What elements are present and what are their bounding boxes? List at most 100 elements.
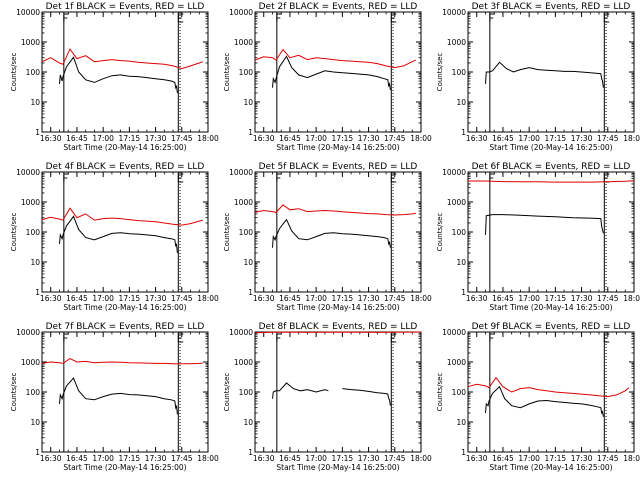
series-line-1 [41, 358, 203, 365]
marker-E [177, 333, 184, 342]
x-tick-label: 17:00 [92, 454, 114, 463]
x-tick-label: 17:15 [332, 294, 354, 303]
x-axis-label: Start Time (20-May-14 16:25:00) [63, 143, 186, 152]
x-tick-label: 17:30 [358, 134, 380, 143]
series-line-1 [254, 48, 417, 69]
y-tick-label: 100 [239, 228, 254, 237]
x-tick-label: 16:45 [66, 134, 88, 143]
x-tick-label: 16:45 [492, 134, 514, 143]
y-tick-label: 10000 [229, 328, 253, 337]
x-tick-label: 17:30 [145, 134, 167, 143]
x-axis-label: Start Time (20-May-14 16:25:00) [276, 463, 399, 472]
y-tick-label: 10 [456, 98, 466, 107]
y-tick-label: 1 [461, 288, 466, 297]
marker-F [276, 333, 282, 342]
plot-frame [254, 331, 422, 453]
y-tick-label: 1000 [234, 198, 253, 207]
x-tick-label: 17:30 [571, 134, 593, 143]
chart-title: Det 6f BLACK = Events, RED = LLD [472, 162, 631, 172]
series-line-3 [342, 388, 391, 406]
x-tick-label: 17:45 [597, 134, 619, 143]
plot-frame [41, 331, 209, 453]
series-line-2 [485, 385, 604, 417]
series-line-2 [272, 218, 391, 248]
chart-panel-9: Det 9f BLACK = Events, RED = LLD 1 10 100 10… [436, 322, 640, 472]
chart-title: Det 9f BLACK = Events, RED = LLD [472, 322, 631, 332]
chart-panel-8: Det 8f BLACK = Events, RED = LLD 1 10 100 10… [223, 322, 432, 472]
x-tick-label: 17:00 [305, 454, 327, 463]
y-tick-label: 10 [456, 258, 466, 267]
plot-frame [467, 11, 635, 133]
y-axis-label: Counts/sec [10, 373, 18, 412]
marker-E [177, 13, 184, 22]
x-tick-label: 16:45 [66, 454, 88, 463]
y-tick-label: 1 [461, 448, 466, 457]
y-tick-label: 10000 [442, 8, 466, 17]
x-tick-label: 18:00 [197, 454, 219, 463]
y-tick-label: 100 [452, 228, 467, 237]
x-tick-label: 17:45 [384, 454, 406, 463]
series-line-2 [272, 382, 329, 399]
marker-F [63, 333, 69, 342]
y-tick-label: 1000 [234, 38, 253, 47]
chart-title: Det 7f BLACK = Events, RED = LLD [46, 322, 205, 332]
chart-title: Det 5f BLACK = Events, RED = LLD [259, 162, 418, 172]
y-tick-label: 10000 [16, 168, 40, 177]
x-tick-label: 16:30 [466, 134, 488, 143]
x-tick-label: 17:30 [571, 294, 593, 303]
y-tick-label: 10 [243, 258, 253, 267]
chart-panel-2: Det 2f BLACK = Events, RED = LLD 1 10 100 10… [223, 2, 432, 152]
marker-E [177, 173, 184, 182]
series-line-2 [272, 55, 391, 91]
chart-panel-3: Det 3f BLACK = Events, RED = LLD 1 10 100 10… [436, 2, 640, 152]
chart-panel-5: Det 5f BLACK = Events, RED = LLD 1 10 100 10… [223, 162, 432, 312]
y-tick-label: 1 [248, 448, 253, 457]
y-tick-label: 1 [35, 128, 40, 137]
y-axis-label: Counts/sec [10, 53, 18, 92]
x-axis-label: Start Time (20-May-14 16:25:00) [63, 463, 186, 472]
y-tick-label: 1000 [447, 198, 466, 207]
marker-E [603, 173, 610, 182]
chart-title: Det 3f BLACK = Events, RED = LLD [472, 2, 631, 12]
x-axis-label: Start Time (20-May-14 16:25:00) [63, 303, 186, 312]
y-tick-label: 1 [35, 288, 40, 297]
marker-E [603, 13, 610, 22]
chart-title: Det 1f BLACK = Events, RED = LLD [46, 2, 205, 12]
plot-frame [41, 11, 209, 133]
x-tick-label: 17:15 [332, 454, 354, 463]
x-axis-label: Start Time (20-May-14 16:25:00) [489, 303, 612, 312]
y-tick-label: 100 [26, 68, 41, 77]
plot-frame [467, 331, 635, 453]
y-tick-label: 1000 [21, 198, 40, 207]
x-tick-label: 16:30 [466, 294, 488, 303]
y-tick-label: 10000 [16, 8, 40, 17]
x-tick-label: 18:00 [410, 454, 432, 463]
x-tick-label: 16:30 [466, 454, 488, 463]
y-tick-label: 1000 [21, 358, 40, 367]
marker-E [390, 173, 397, 182]
x-tick-label: 17:30 [145, 454, 167, 463]
x-tick-label: 18:00 [410, 294, 432, 303]
series-line-2 [485, 214, 604, 235]
x-axis-label: Start Time (20-May-14 16:25:00) [489, 463, 612, 472]
x-tick-label: 17:30 [571, 454, 593, 463]
x-tick-label: 17:15 [545, 134, 567, 143]
y-axis-label: Counts/sec [436, 373, 444, 412]
x-tick-label: 18:00 [623, 454, 640, 463]
x-tick-label: 16:45 [492, 294, 514, 303]
x-tick-label: 17:30 [358, 454, 380, 463]
x-tick-label: 16:45 [279, 454, 301, 463]
x-tick-label: 17:45 [384, 294, 406, 303]
series-line-2 [59, 377, 178, 415]
series-line-1 [41, 207, 203, 226]
x-tick-label: 16:45 [66, 294, 88, 303]
y-tick-label: 10000 [442, 328, 466, 337]
y-axis-label: Counts/sec [223, 53, 231, 92]
x-tick-label: 17:00 [92, 294, 114, 303]
x-axis-label: Start Time (20-May-14 16:25:00) [489, 143, 612, 152]
marker-F [276, 13, 282, 22]
x-axis-label: Start Time (20-May-14 16:25:00) [276, 303, 399, 312]
x-tick-label: 17:45 [171, 454, 193, 463]
y-tick-label: 100 [239, 388, 254, 397]
